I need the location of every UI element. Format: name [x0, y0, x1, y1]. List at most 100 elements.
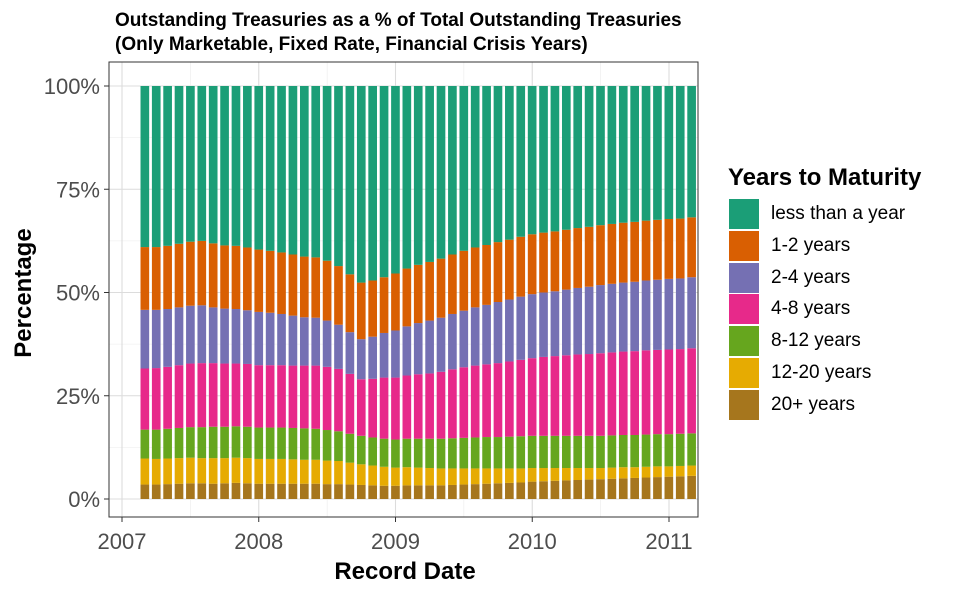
bar-segment	[288, 86, 298, 255]
legend-label: 4-8 years	[771, 298, 851, 320]
bar-segment	[425, 86, 434, 262]
bar-segment	[311, 459, 321, 484]
bar-segment	[550, 435, 560, 469]
bar-segment	[140, 247, 150, 310]
bar-segment	[550, 356, 560, 436]
bar-segment	[356, 379, 366, 436]
bar-segment	[140, 484, 150, 499]
bar-segment	[653, 466, 662, 478]
bar-segment	[527, 435, 537, 469]
bar-segment	[288, 315, 298, 366]
bar-segment	[687, 277, 696, 349]
bar-segment	[288, 365, 298, 428]
bar-segment	[618, 86, 628, 223]
bar-segment	[687, 86, 696, 218]
bar-segment	[596, 479, 605, 499]
bar-segment	[630, 86, 639, 222]
bar-segment	[231, 457, 241, 483]
bar-segment	[322, 484, 332, 499]
bar-segment	[505, 239, 514, 300]
bar-segment	[391, 377, 400, 440]
bar-segment	[220, 308, 229, 364]
bar-segment	[163, 484, 172, 499]
bar-segment	[561, 229, 571, 290]
bar-segment	[186, 483, 195, 499]
bar-segment	[550, 86, 560, 232]
bar-segment	[197, 427, 207, 459]
bar-segment	[596, 435, 605, 469]
bar-segment	[163, 245, 172, 310]
bar-segment	[436, 371, 446, 439]
bar-segment	[584, 286, 594, 355]
bar-segment	[675, 465, 685, 477]
bar-segment	[413, 467, 423, 486]
bar-segment	[482, 468, 491, 484]
bar-segment	[208, 426, 218, 459]
bar-segment	[220, 86, 229, 246]
bar-segment	[254, 249, 264, 312]
bar-segment	[345, 274, 355, 333]
bar-segment	[527, 358, 537, 436]
bar-segment	[459, 250, 469, 311]
bar-segment	[493, 437, 503, 469]
bar-segment	[641, 434, 651, 467]
bar-segment	[151, 309, 161, 369]
x-tick-label: 2008	[234, 529, 283, 554]
bar-segment	[573, 287, 583, 355]
bar-segment	[425, 468, 434, 486]
bar-segment	[265, 483, 275, 499]
bar-segment	[470, 484, 480, 499]
bar-segment	[527, 86, 537, 235]
bar-segment	[334, 484, 343, 499]
bar-segment	[584, 479, 594, 499]
bar-segment	[174, 458, 184, 484]
bar-segment	[596, 86, 605, 226]
bar-segment	[288, 483, 298, 499]
axis-ticks: 0% 25% 50% 75% 100% 2007 2008 2009 2010 2011	[44, 74, 693, 554]
bar-segment	[379, 438, 389, 467]
bar-segment	[618, 282, 628, 352]
bar-segment	[368, 465, 377, 486]
plot-frame	[108, 61, 699, 518]
bar-segment	[493, 363, 503, 438]
bar-segment	[653, 477, 662, 499]
bar-segment	[277, 458, 286, 484]
bar-segment	[505, 299, 514, 362]
bar-segment	[425, 320, 434, 374]
bar-segment	[277, 86, 286, 253]
bar-segment	[311, 86, 321, 258]
bar-segment	[345, 373, 355, 434]
bar-segment	[561, 480, 571, 499]
bar-segment	[516, 468, 526, 483]
bar-segment	[379, 466, 389, 486]
bar-segment	[573, 435, 583, 469]
bar-segment	[459, 437, 469, 469]
legend-label: less than a year	[771, 203, 906, 224]
legend-swatch	[729, 389, 759, 420]
bar-segment	[334, 266, 343, 325]
bar-segment	[174, 307, 184, 366]
bar-segment	[459, 484, 469, 499]
bar-segment	[334, 431, 343, 462]
bar-segment	[368, 336, 377, 379]
bar-segment	[186, 305, 195, 364]
bar-segment	[368, 280, 377, 337]
bar-segment	[550, 468, 560, 481]
bar-segment	[356, 435, 366, 465]
bar-segment	[470, 468, 480, 485]
bar-segment	[436, 86, 446, 259]
bar-segment	[140, 368, 150, 430]
chart-title: Outstanding Treasuries as a % of Total O…	[115, 10, 682, 31]
bar-segment	[402, 268, 412, 327]
bar-segment	[265, 365, 275, 428]
bar-segment	[345, 332, 355, 374]
bar-segment	[425, 261, 434, 321]
bar-segment	[265, 458, 275, 484]
bar-segment	[516, 482, 526, 499]
bar-segment	[539, 292, 548, 357]
bar-segment	[379, 277, 389, 333]
bar-segment	[220, 483, 229, 499]
bar-segment	[231, 482, 241, 499]
bar-segment	[436, 317, 446, 372]
bar-segment	[288, 459, 298, 484]
